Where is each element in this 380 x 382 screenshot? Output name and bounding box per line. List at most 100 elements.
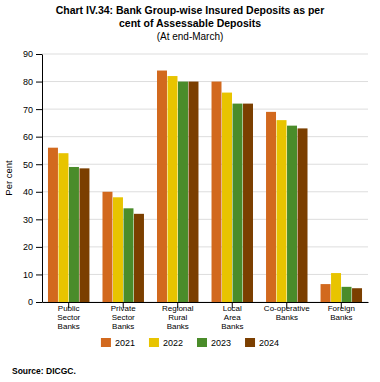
grid-line bbox=[42, 246, 368, 247]
y-tick: 30 bbox=[23, 215, 42, 225]
legend-item: 2024 bbox=[245, 338, 279, 348]
grid-line bbox=[42, 109, 368, 110]
legend-swatch bbox=[101, 338, 111, 347]
y-tick: 80 bbox=[23, 77, 42, 87]
grid-line bbox=[42, 191, 368, 192]
legend-swatch bbox=[149, 338, 159, 347]
legend-item: 2022 bbox=[149, 338, 183, 348]
x-tick: Co-operativeBanks bbox=[264, 302, 310, 322]
y-axis: 0 10 20 30 40 50 60 70 80 90 bbox=[23, 49, 43, 307]
bar bbox=[168, 76, 178, 302]
y-tick: 60 bbox=[23, 132, 42, 142]
bar-series bbox=[58, 76, 341, 302]
bar bbox=[212, 82, 222, 302]
legend-label: 2021 bbox=[115, 338, 135, 348]
y-tick: 40 bbox=[23, 187, 42, 197]
bars bbox=[48, 71, 362, 302]
legend-label: 2024 bbox=[259, 338, 279, 348]
tick-mark bbox=[36, 274, 42, 275]
axis-domain bbox=[42, 55, 43, 303]
bar bbox=[157, 71, 167, 302]
y-axis-label: Per cent bbox=[3, 160, 14, 196]
chart-svg: Chart IV.34: Bank Group-wise Insured Dep… bbox=[0, 0, 380, 382]
x-tick: LocalAreaBanks bbox=[221, 302, 243, 331]
bar bbox=[58, 153, 68, 302]
bar bbox=[266, 112, 276, 302]
y-tick: 10 bbox=[23, 270, 42, 280]
tick-label: 40 bbox=[23, 187, 33, 197]
tick-label: 30 bbox=[23, 215, 33, 225]
legend-label: 2022 bbox=[163, 338, 183, 348]
bar bbox=[79, 168, 89, 302]
legend-item: 2023 bbox=[197, 338, 231, 348]
grid-line bbox=[42, 302, 368, 303]
subtitle: (At end-March) bbox=[157, 31, 224, 42]
tick-label: ForeignBanks bbox=[328, 304, 355, 322]
tick-mark bbox=[36, 54, 42, 55]
tick-mark bbox=[36, 164, 42, 165]
legend-swatch bbox=[197, 338, 207, 347]
bar bbox=[69, 167, 79, 302]
x-tick: PublicSectorBanks bbox=[57, 302, 80, 331]
tick-mark bbox=[36, 219, 42, 220]
x-tick: PrivateSectorBanks bbox=[111, 302, 136, 331]
plot: 0 10 20 30 40 50 60 70 80 90 PublicSectorBanks Priv… bbox=[23, 49, 369, 331]
tick-label: 20 bbox=[23, 242, 33, 252]
tick-label: 0 bbox=[28, 297, 33, 307]
bar bbox=[342, 287, 352, 302]
y-tick: 20 bbox=[23, 242, 42, 252]
bar bbox=[123, 208, 133, 302]
bar bbox=[134, 214, 144, 302]
grid bbox=[42, 54, 368, 302]
bar bbox=[277, 120, 287, 302]
tick-mark bbox=[36, 82, 42, 83]
grid-line bbox=[42, 54, 368, 55]
tick-label: PublicSectorBanks bbox=[57, 304, 80, 331]
bar bbox=[102, 192, 112, 302]
bar bbox=[243, 104, 253, 302]
bar bbox=[233, 104, 243, 302]
x-axis: PublicSectorBanks PrivateSectorBanks Regio… bbox=[43, 302, 369, 331]
bar-series bbox=[79, 82, 362, 302]
legend-label: 2023 bbox=[211, 338, 231, 348]
bar bbox=[222, 93, 232, 302]
legend: 2021 2022 2023 2024 bbox=[101, 338, 279, 348]
tick-mark bbox=[36, 247, 42, 248]
y-tick: 50 bbox=[23, 160, 42, 170]
bar-series bbox=[48, 71, 331, 302]
legend-item: 2021 bbox=[101, 338, 135, 348]
bar bbox=[178, 82, 188, 302]
tick-label: 90 bbox=[23, 49, 33, 59]
bar bbox=[352, 288, 362, 302]
grid-line bbox=[42, 164, 368, 165]
y-tick: 0 bbox=[28, 297, 42, 307]
tick-label: 70 bbox=[23, 104, 33, 114]
tick-label: PrivateSectorBanks bbox=[111, 304, 136, 331]
tick-label: 10 bbox=[23, 270, 33, 280]
x-tick: ForeignBanks bbox=[328, 302, 355, 322]
bar bbox=[331, 273, 341, 302]
source: Source: DICGC. bbox=[12, 366, 76, 376]
tick-mark bbox=[36, 302, 42, 303]
bar-series bbox=[69, 82, 352, 302]
legend-swatch bbox=[245, 338, 255, 347]
bar bbox=[113, 197, 123, 302]
tick-label: LocalAreaBanks bbox=[221, 304, 243, 331]
bar bbox=[189, 82, 199, 302]
tick-mark bbox=[36, 137, 42, 138]
title: Chart IV.34: Bank Group-wise Insured Dep… bbox=[56, 4, 325, 29]
bar bbox=[287, 126, 297, 302]
tick-label: Co-operativeBanks bbox=[264, 304, 310, 322]
y-tick: 70 bbox=[23, 104, 42, 114]
bar bbox=[48, 148, 58, 302]
y-tick: 90 bbox=[23, 49, 42, 59]
grid-line bbox=[42, 136, 368, 137]
bar bbox=[321, 284, 331, 302]
axis-domain bbox=[43, 302, 369, 303]
tick-label: 50 bbox=[23, 160, 33, 170]
grid-line bbox=[42, 81, 368, 82]
bar bbox=[298, 128, 308, 302]
tick-mark bbox=[36, 192, 42, 193]
tick-label: 60 bbox=[23, 132, 33, 142]
tick-label: RegionalRuralBanks bbox=[162, 304, 194, 331]
